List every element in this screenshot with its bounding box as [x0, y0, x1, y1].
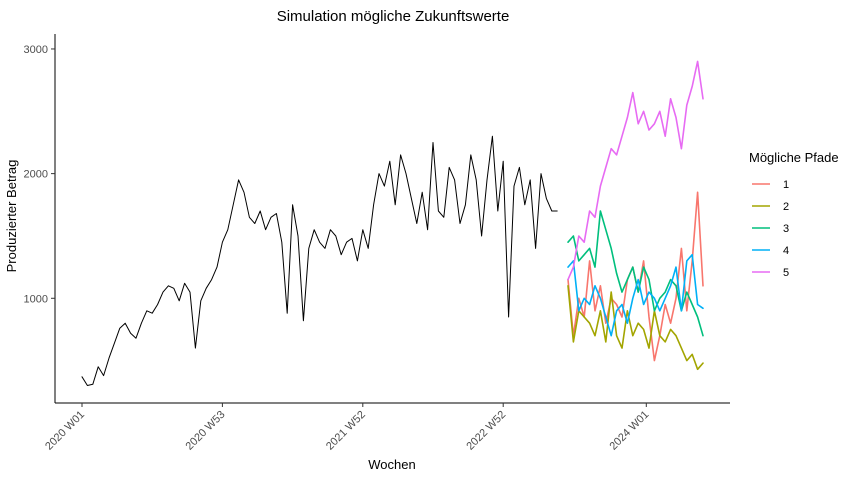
x-tick-label: 2021 W52: [324, 409, 368, 453]
y-axis-ticks: 1000 2000 3000: [24, 44, 55, 305]
path-5-line: [567, 60, 704, 281]
x-tick-label: 2022 W52: [464, 409, 508, 453]
path-4-line: [567, 253, 704, 337]
x-tick-label: 2020 W01: [43, 409, 87, 453]
path-2-line: [567, 284, 704, 371]
y-axis-title: Produzierter Betrag: [4, 160, 19, 273]
y-tick-label: 3000: [24, 44, 48, 56]
history-series: [81, 135, 558, 386]
x-tick-label: 2024 W01: [607, 409, 651, 453]
x-axis-ticks: 2020 W01 2020 W53 2021 W52 2022 W52 2024 W01: [43, 403, 651, 453]
simulated-paths: [567, 60, 704, 371]
legend-title: Mögliche Pfade: [749, 150, 839, 165]
history-line: [81, 135, 558, 386]
x-axis-title: Wochen: [368, 457, 415, 472]
legend: Mögliche Pfade 1 2 3 4 5: [749, 150, 839, 279]
legend-label-5: 5: [783, 267, 789, 279]
x-tick-label: 2020 W53: [184, 409, 228, 453]
legend-label-2: 2: [783, 201, 789, 213]
legend-label-1: 1: [783, 179, 789, 191]
y-tick-label: 1000: [24, 293, 48, 305]
y-tick-label: 2000: [24, 169, 48, 181]
legend-label-4: 4: [783, 245, 789, 257]
chart-title: Simulation mögliche Zukunftswerte: [277, 8, 510, 25]
legend-label-3: 3: [783, 223, 789, 235]
